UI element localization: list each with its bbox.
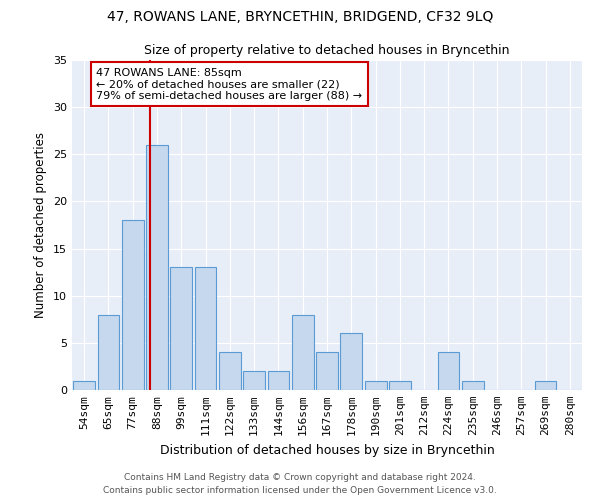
X-axis label: Distribution of detached houses by size in Bryncethin: Distribution of detached houses by size …: [160, 444, 494, 456]
Bar: [365, 380, 386, 390]
Text: 47 ROWANS LANE: 85sqm
← 20% of detached houses are smaller (22)
79% of semi-deta: 47 ROWANS LANE: 85sqm ← 20% of detached …: [96, 68, 362, 100]
Bar: [243, 371, 265, 390]
Bar: [170, 268, 192, 390]
Title: Size of property relative to detached houses in Bryncethin: Size of property relative to detached ho…: [144, 44, 510, 58]
Bar: [535, 380, 556, 390]
Bar: [389, 380, 411, 390]
Bar: [122, 220, 143, 390]
Text: Contains HM Land Registry data © Crown copyright and database right 2024.
Contai: Contains HM Land Registry data © Crown c…: [103, 474, 497, 495]
Bar: [73, 380, 95, 390]
Bar: [462, 380, 484, 390]
Bar: [219, 352, 241, 390]
Y-axis label: Number of detached properties: Number of detached properties: [34, 132, 47, 318]
Bar: [97, 314, 119, 390]
Bar: [146, 145, 168, 390]
Bar: [194, 268, 217, 390]
Bar: [268, 371, 289, 390]
Bar: [437, 352, 460, 390]
Bar: [316, 352, 338, 390]
Text: 47, ROWANS LANE, BRYNCETHIN, BRIDGEND, CF32 9LQ: 47, ROWANS LANE, BRYNCETHIN, BRIDGEND, C…: [107, 10, 493, 24]
Bar: [292, 314, 314, 390]
Bar: [340, 334, 362, 390]
